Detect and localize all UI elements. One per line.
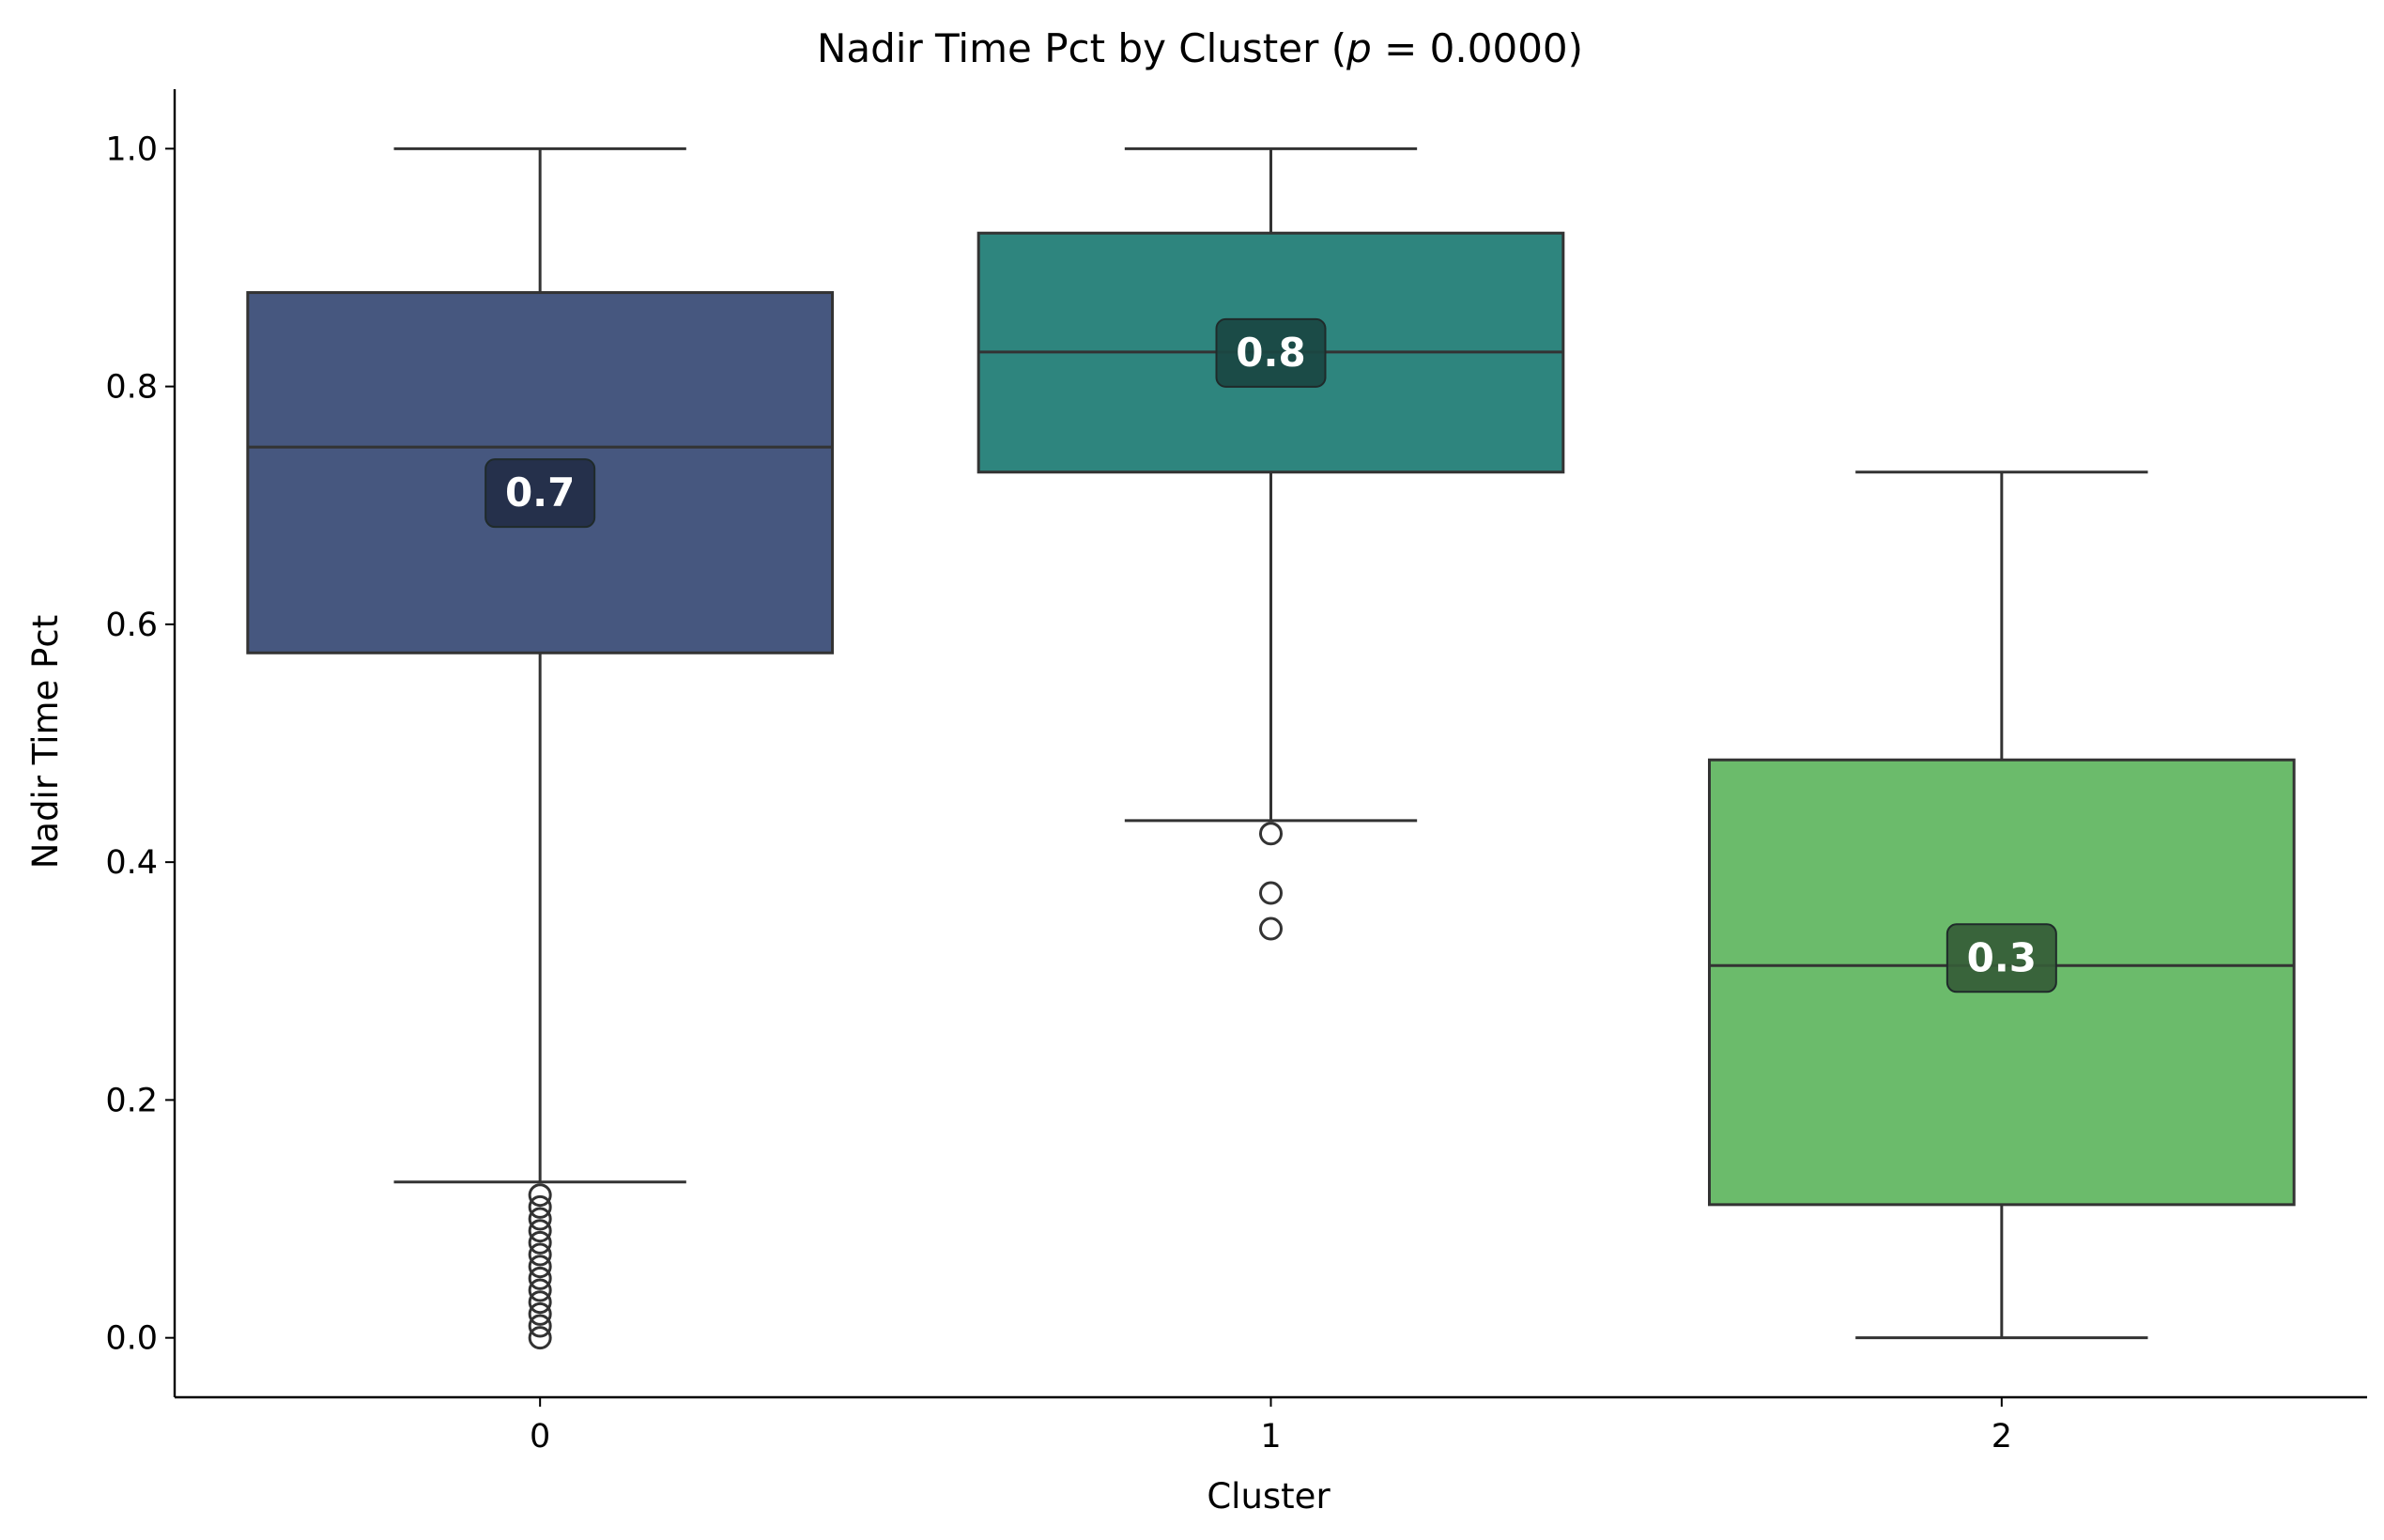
- y-tick-label: 0.6: [105, 607, 158, 644]
- outlier-point: [528, 1314, 552, 1338]
- chart-title: Nadir Time Pct by Cluster (p = 0.0000): [817, 25, 1583, 71]
- y-axis-label: Nadir Time Pct: [25, 615, 66, 870]
- median-label-box-1: [1215, 317, 1327, 388]
- outlier-point: [528, 1301, 552, 1326]
- y-tick-label: 0.2: [105, 1082, 158, 1119]
- outlier-point: [528, 1194, 552, 1219]
- median-label-box-0: [484, 458, 596, 529]
- y-tick-label: 0.8: [105, 369, 158, 407]
- outlier-point: [528, 1242, 552, 1267]
- outlier-point: [528, 1278, 552, 1302]
- median-label-1: 0.8: [1236, 330, 1305, 376]
- outlier-point: [1259, 916, 1283, 941]
- median-label-0: 0.7: [505, 470, 575, 516]
- outlier-point: [528, 1207, 552, 1231]
- outlier-point: [528, 1255, 552, 1279]
- outlier-point: [1259, 881, 1283, 905]
- plot-area: 0.0 0.2 0.4 0.6 0.8 1.0 0 1 2 0.7 0.8 0.3: [105, 89, 2367, 1455]
- y-tick-label: 0.4: [105, 844, 158, 882]
- y-tick-label: 0.0: [105, 1320, 158, 1358]
- y-tick-label: 1.0: [105, 131, 158, 168]
- median-label-2: 0.3: [1967, 934, 2037, 980]
- outlier-point: [1259, 822, 1283, 846]
- outlier-point: [528, 1266, 552, 1290]
- x-tick-label: 1: [1260, 1418, 1281, 1455]
- x-axis-label: Cluster: [1207, 1476, 1330, 1517]
- outlier-point: [528, 1326, 552, 1350]
- median-label-box-2: [1946, 923, 2057, 993]
- x-tick-label: 2: [1992, 1418, 2012, 1455]
- outlier-point: [528, 1230, 552, 1255]
- outlier-point: [528, 1183, 552, 1208]
- outlier-point: [528, 1219, 552, 1243]
- x-tick-label: 0: [530, 1418, 550, 1455]
- outlier-point: [528, 1290, 552, 1315]
